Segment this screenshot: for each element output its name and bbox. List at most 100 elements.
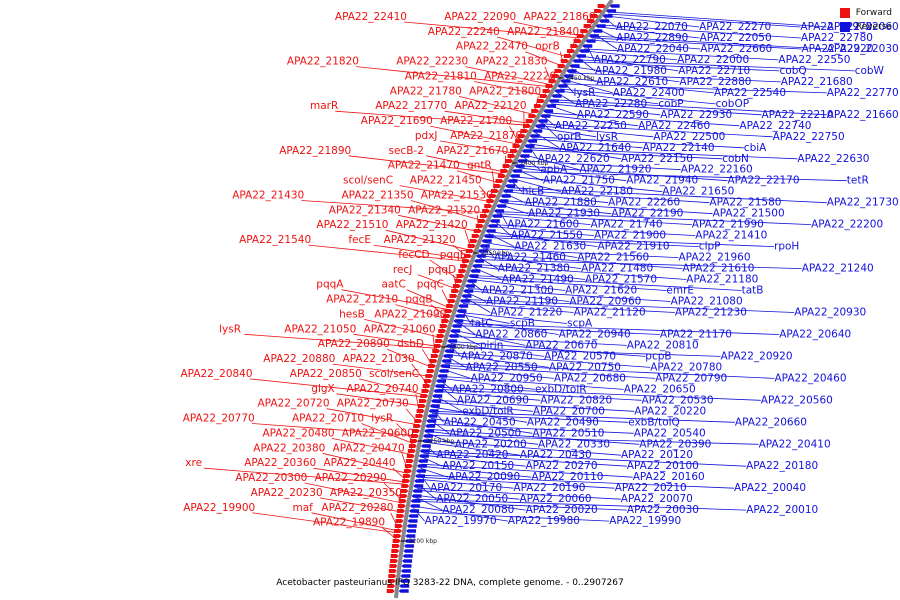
reverse-leader-line [437, 390, 541, 401]
forward-gene-arrow [442, 314, 451, 318]
forward-leader-line [474, 81, 544, 96]
reverse-leader-line [423, 452, 627, 467]
reverse-leader-line [592, 35, 827, 50]
forward-gene-arrow [594, 9, 603, 13]
forward-gene-arrow [391, 544, 400, 548]
reverse-leader-line [463, 301, 675, 313]
forward-gene-arrow [451, 289, 460, 293]
reverse-gene-arrow [434, 384, 445, 388]
forward-gene-arrow [410, 434, 419, 438]
forward-leader-line [331, 438, 412, 455]
reverse-leader-line [464, 299, 795, 313]
forward-gene-arrow [409, 439, 418, 443]
reverse-leader-line [584, 48, 779, 61]
reverse-leader-line [427, 434, 759, 445]
reverse-gene-label: APA22_20810 [627, 339, 699, 351]
reverse-gene-arrow [432, 394, 443, 398]
reverse-gene-track [398, 4, 620, 593]
reverse-gene-label: APA22_20660 [735, 416, 807, 428]
reverse-gene-label: APA22_20090 [448, 471, 520, 483]
forward-gene-label: APA22_21810 [405, 71, 477, 83]
forward-gene-label: APA22_21890 [279, 145, 351, 157]
reverse-leader-line [482, 248, 679, 258]
forward-leader-line [336, 393, 422, 407]
forward-gene-arrow [463, 254, 472, 258]
reverse-gene-arrow [438, 369, 449, 373]
forward-leader-line [406, 289, 450, 309]
reverse-gene-label: APA22_20560 [761, 394, 833, 406]
reverse-gene-label: APA22_21630 [514, 241, 586, 253]
forward-leader-line [308, 244, 466, 262]
reverse-gene-arrow [424, 429, 435, 433]
legend-label-forward: Forward [855, 8, 892, 18]
reverse-leader-line [420, 465, 532, 478]
forward-gene-arrow [429, 359, 438, 363]
forward-gene-arrow [402, 479, 411, 483]
reverse-leader-line [577, 59, 855, 72]
forward-gene-arrow [412, 429, 421, 433]
forward-gene-label: APA22_22220 [484, 71, 556, 83]
reverse-gene-label: APA22_20530 [642, 394, 714, 406]
forward-gene-label: APA22_21350 [342, 190, 414, 202]
reverse-leader-line [416, 487, 621, 500]
reverse-leader-line [432, 410, 735, 423]
reverse-gene-arrow [445, 344, 456, 348]
reverse-gene-label: APA22_20330 [538, 438, 610, 450]
forward-gene-arrow [452, 284, 461, 288]
reverse-leader-line [416, 489, 520, 500]
reverse-gene-arrow [421, 439, 432, 443]
forward-gene-arrow [576, 34, 585, 38]
forward-gene-label: APA22_21050 [284, 323, 356, 335]
forward-gene-arrow [390, 554, 399, 558]
forward-gene-arrow [439, 324, 448, 328]
reverse-leader-line [507, 189, 710, 204]
forward-gene-arrow [573, 39, 582, 43]
reverse-gene-label: APA22_20050 [436, 493, 508, 505]
reverse-gene-label: cobOP [716, 98, 749, 110]
reverse-gene-arrow [498, 199, 509, 203]
reverse-gene-label: APA22_20040 [734, 482, 806, 494]
reverse-leader-line [532, 138, 643, 149]
reverse-gene-label: APA22_20500 [449, 427, 521, 439]
forward-gene-arrow [405, 459, 414, 463]
reverse-gene-label: oprB [557, 131, 582, 143]
reverse-leader-line [443, 367, 554, 379]
reverse-gene-label: hicB [522, 186, 545, 198]
reverse-gene-label: APA22_21930 [528, 208, 600, 220]
reverse-gene-arrow [426, 419, 437, 423]
reverse-leader-line [486, 237, 699, 247]
forward-gene-label: scol/senC [369, 368, 419, 380]
forward-leader-line [410, 200, 483, 221]
reverse-gene-label: APA22_21600 [507, 219, 579, 231]
reverse-gene-arrow [430, 399, 441, 403]
reverse-leader-line [576, 61, 780, 72]
reverse-gene-arrow [402, 554, 413, 558]
reverse-gene-arrow [401, 564, 412, 568]
reverse-leader-line [441, 376, 624, 390]
forward-gene-label: APA22_20730 [337, 398, 409, 410]
forward-gene-arrow [563, 54, 572, 58]
reverse-gene-arrow [514, 164, 525, 168]
reverse-gene-arrow [419, 449, 430, 453]
forward-gene-label: APA22_20280 [321, 502, 393, 514]
reverse-gene-arrow [468, 274, 479, 278]
forward-gene-label: APA22_21820 [287, 56, 359, 68]
reverse-gene-arrow [543, 109, 554, 113]
forward-gene-arrow [477, 219, 486, 223]
reverse-gene-arrow [489, 219, 500, 223]
forward-gene-arrow [469, 239, 478, 243]
forward-gene-label: APA22_20290 [315, 472, 387, 484]
reverse-gene-arrow [450, 329, 461, 333]
forward-gene-arrow [420, 394, 429, 398]
forward-gene-label: APA22_21470 [388, 160, 460, 172]
reverse-gene-label: APA22_20200 [455, 438, 527, 450]
reverse-leader-line [471, 279, 566, 291]
reverse-leader-line [450, 341, 646, 357]
reverse-gene-label: APA22_22610 [596, 76, 668, 88]
forward-gene-arrow [479, 214, 488, 218]
reverse-gene-label: APA22_20690 [457, 394, 529, 406]
reverse-gene-arrow [425, 424, 436, 428]
forward-leader-line [364, 319, 441, 338]
reverse-leader-line [459, 312, 568, 324]
reverse-leader-line [502, 200, 713, 215]
